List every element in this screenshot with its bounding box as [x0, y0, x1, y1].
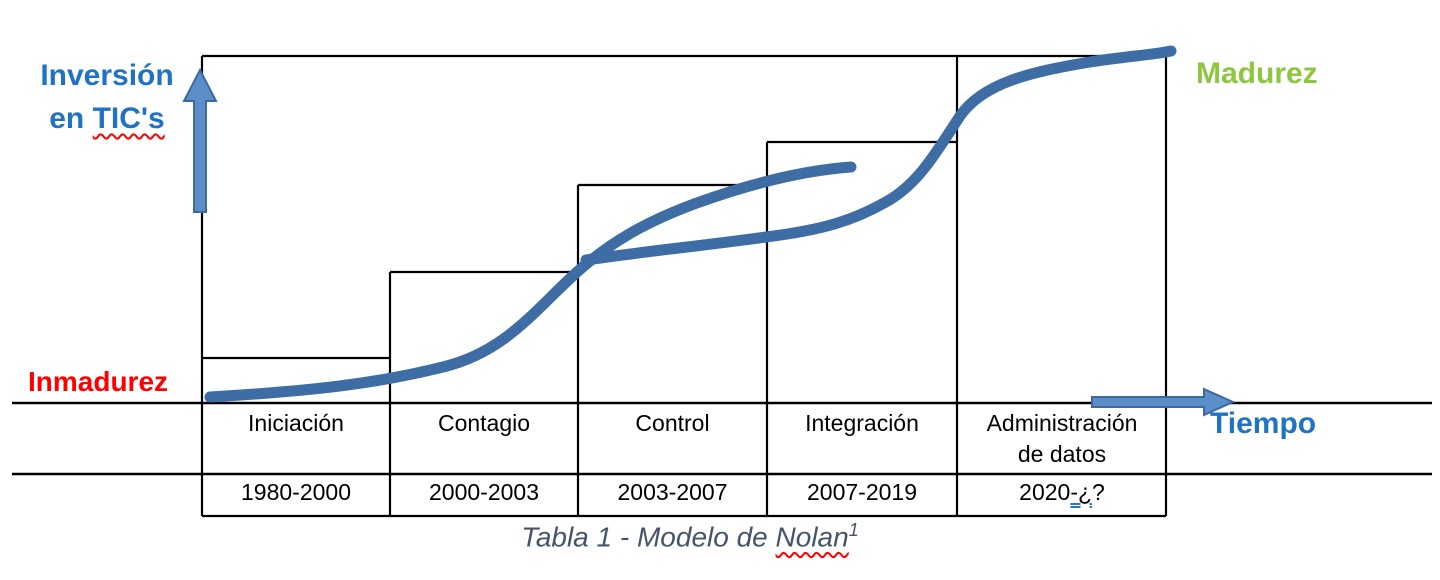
stage-cell-contagio: Contagio — [437, 410, 531, 436]
period-cell-administracion: 2020 -¿? — [1019, 479, 1105, 505]
y-axis-label-line2: en TIC's — [49, 102, 165, 135]
time-axis-label: Tiempo — [1210, 407, 1317, 440]
spellcheck-underline: Nolan — [775, 521, 849, 553]
stage-cell-integracion: Integración — [805, 410, 919, 436]
period-cell-iniciacion: 1980-2000 — [241, 479, 351, 505]
period-cell-contagio: 2000-2003 — [429, 479, 539, 505]
period-cell-control: 2003-2007 — [617, 479, 728, 505]
figure-caption: Tabla 1 - Modelo de Nolan1 — [521, 520, 859, 553]
stage-cell-control: Control — [635, 410, 710, 436]
first-s-curve — [204, 161, 857, 403]
right-arrow-icon — [1091, 387, 1236, 417]
up-arrow-icon — [182, 67, 218, 213]
maturity-label: Madurez — [1196, 57, 1318, 90]
immaturity-label: Inmadurez — [28, 366, 169, 397]
y-axis-label: Inversión en TIC's — [22, 54, 192, 140]
period-cell-integracion: 2007-2019 — [807, 479, 917, 505]
stage-cell-iniciacion: Iniciación — [248, 410, 344, 436]
caption-footnote-number: 1 — [848, 520, 859, 540]
spellcheck-underline: TIC's — [92, 102, 165, 135]
second-s-curve — [580, 45, 1177, 266]
y-axis-label-line1: Inversión — [40, 59, 174, 92]
grammar-check-underline: -¿ — [1070, 479, 1093, 505]
stage-cell-administracion: Administración de datos — [986, 410, 1138, 467]
